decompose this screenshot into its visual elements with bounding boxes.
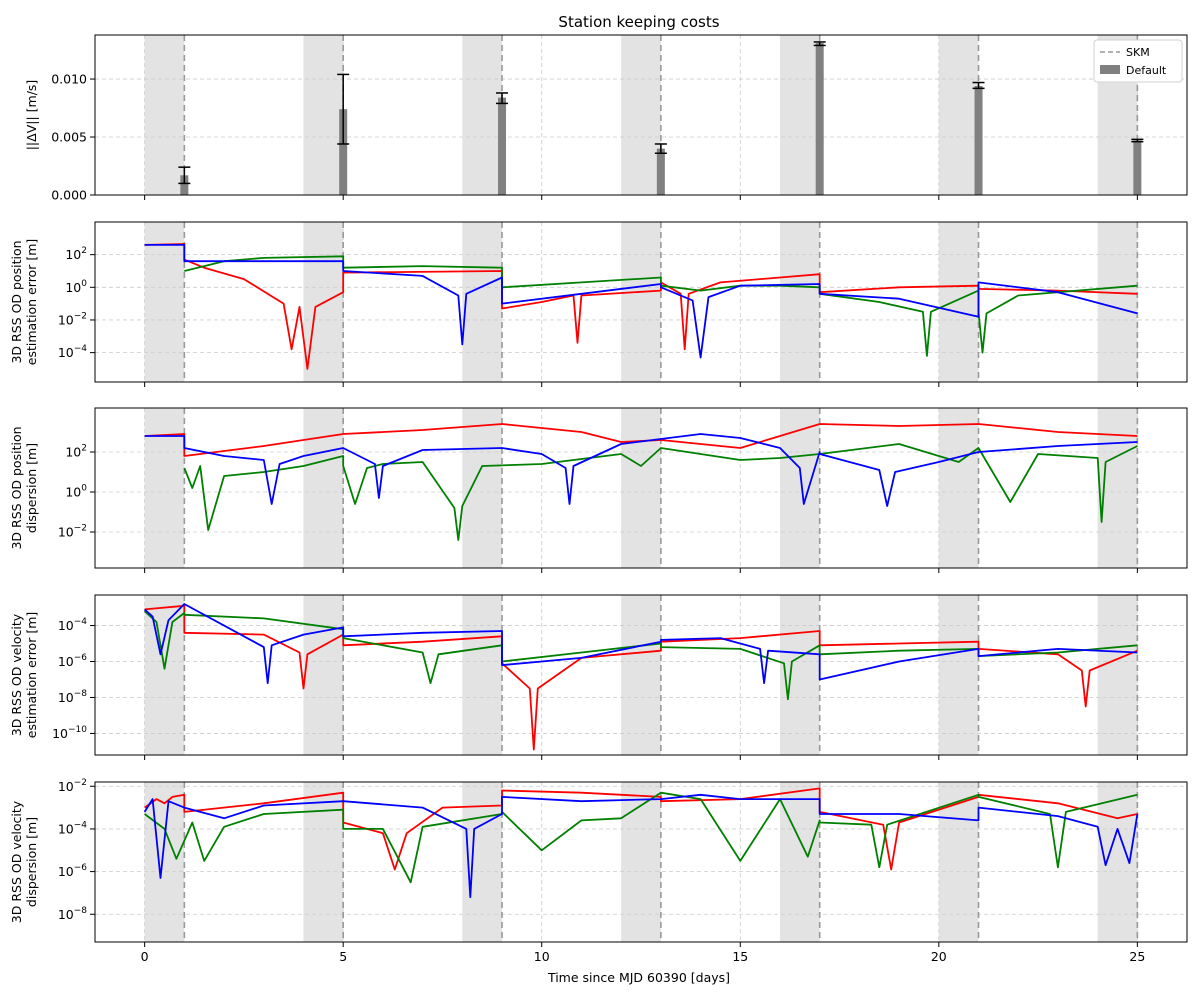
- chart-title: Station keeping costs: [558, 13, 719, 31]
- y-axis-label: 3D RSS OD velocitydispersion [m]: [9, 800, 39, 923]
- shaded-interval: [303, 595, 344, 755]
- shaded-interval: [621, 408, 661, 568]
- y-tick-label: 10−2: [58, 524, 87, 540]
- shaded-interval: [144, 595, 185, 755]
- axes-frame: [94, 781, 1188, 943]
- series-line-blue: [144, 433, 1138, 507]
- y-tick-label: 10−4: [58, 617, 87, 633]
- y-tick-label: 0.010: [51, 72, 87, 87]
- series-line-green: [183, 443, 1138, 541]
- shaded-interval: [938, 595, 979, 755]
- y-axis-label: 3D RSS OD positiondispersion [m]: [9, 426, 39, 549]
- x-axis-label: Time since MJD 60390 [days]: [547, 970, 730, 985]
- x-tick-label: 5: [339, 949, 347, 964]
- y-tick-label: 0.000: [51, 188, 87, 203]
- x-tick-label: 15: [732, 949, 748, 964]
- shaded-interval: [779, 782, 820, 942]
- series-line-red: [144, 423, 1138, 457]
- bar: [656, 148, 665, 195]
- series-group: [144, 423, 1138, 541]
- shaded-interval: [462, 408, 503, 568]
- axes-frame: [94, 221, 1188, 383]
- axes-frame: [94, 407, 1188, 569]
- legend-label-skm: SKM: [1126, 46, 1150, 59]
- bar: [180, 175, 189, 195]
- series-group: [143, 787, 1139, 899]
- x-tick-label: 0: [141, 949, 149, 964]
- shaded-interval: [462, 595, 503, 755]
- shaded-interval: [621, 782, 661, 942]
- panel-4: 10−10 10−8 10−6 10−4 3D RSS OD velocityestim…: [9, 594, 1188, 760]
- panel-5: 0 5 10 15 20 25 10−8 10−6 10−4 10−2 3D RSS OD velo…: [9, 778, 1188, 964]
- panel-3: 10−2 100 102 3D RSS OD positiondispersion […: [9, 407, 1188, 573]
- shaded-interval: [1097, 782, 1138, 942]
- shaded-interval: [462, 222, 503, 382]
- shaded-interval: [779, 35, 820, 195]
- y-tick-label: 10−2: [58, 311, 87, 327]
- legend-label-default: Default: [1126, 64, 1167, 77]
- y-axis-label: 3D RSS OD velocityestimation error [m]: [9, 612, 39, 739]
- shaded-interval: [938, 222, 979, 382]
- bar: [974, 86, 983, 195]
- y-tick-label: 10−8: [58, 689, 87, 705]
- bar: [1133, 140, 1142, 195]
- shaded-interval: [779, 408, 820, 568]
- shaded-interval: [621, 595, 661, 755]
- bar: [498, 97, 507, 195]
- legend-swatch-default: [1100, 65, 1120, 74]
- series-line-green: [144, 791, 1138, 884]
- y-axis-label: ||ΔV|| [m/s]: [24, 80, 39, 151]
- panel-2: 10−4 10−2 100 102 3D RSS OD positionestimati…: [9, 221, 1188, 387]
- y-axis-label: 3D RSS OD positionestimation error [m]: [9, 239, 39, 366]
- y-tick-label: 10−6: [58, 653, 87, 669]
- y-tick-label: 0.005: [51, 130, 87, 145]
- y-tick-label: 102: [65, 246, 87, 262]
- y-tick-label: 10−2: [58, 778, 87, 794]
- shaded-interval: [144, 782, 185, 942]
- shaded-interval: [938, 782, 979, 942]
- y-tick-label: 10−8: [58, 906, 87, 922]
- series-line-blue: [144, 244, 1138, 359]
- shaded-interval: [1097, 595, 1138, 755]
- y-tick-label: 102: [65, 444, 87, 460]
- shaded-interval: [779, 222, 820, 382]
- series-group: [143, 603, 1138, 751]
- axes-frame: [94, 594, 1188, 756]
- shaded-interval: [938, 408, 979, 568]
- y-tick-label: 10−4: [58, 820, 87, 836]
- shaded-interval: [621, 222, 661, 382]
- series-line-green: [143, 610, 1138, 701]
- x-tick-label: 25: [1129, 949, 1145, 964]
- shaded-interval: [462, 35, 503, 195]
- shaded-interval: [144, 35, 185, 195]
- y-tick-label: 100: [65, 279, 87, 295]
- shaded-interval: [621, 35, 661, 195]
- shaded-interval: [1097, 222, 1138, 382]
- y-tick-label: 10−4: [58, 344, 87, 360]
- shaded-interval: [303, 408, 344, 568]
- bar: [815, 43, 824, 196]
- shaded-interval: [303, 35, 344, 195]
- x-tick-label: 20: [931, 949, 947, 964]
- shaded-interval: [779, 595, 820, 755]
- y-tick-label: 10−6: [58, 863, 87, 879]
- y-tick-label: 100: [65, 484, 87, 500]
- panel-1: 0.000 0.005 0.010 ||ΔV|| [m/s] SKM Default: [24, 34, 1188, 203]
- series-group: [144, 243, 1138, 370]
- series-line-blue: [143, 603, 1138, 684]
- legend: SKM Default: [1093, 39, 1183, 83]
- series-line-red: [144, 604, 1138, 751]
- shaded-interval: [144, 408, 185, 568]
- series-line-red: [144, 787, 1138, 871]
- bar: [339, 109, 348, 195]
- shaded-interval: [144, 222, 185, 382]
- shaded-interval: [938, 35, 979, 195]
- series-line-blue: [143, 793, 1139, 899]
- shaded-interval: [303, 782, 344, 942]
- x-tick-label: 10: [534, 949, 550, 964]
- axes-frame: [94, 34, 1188, 196]
- y-tick-label: 10−10: [52, 725, 87, 741]
